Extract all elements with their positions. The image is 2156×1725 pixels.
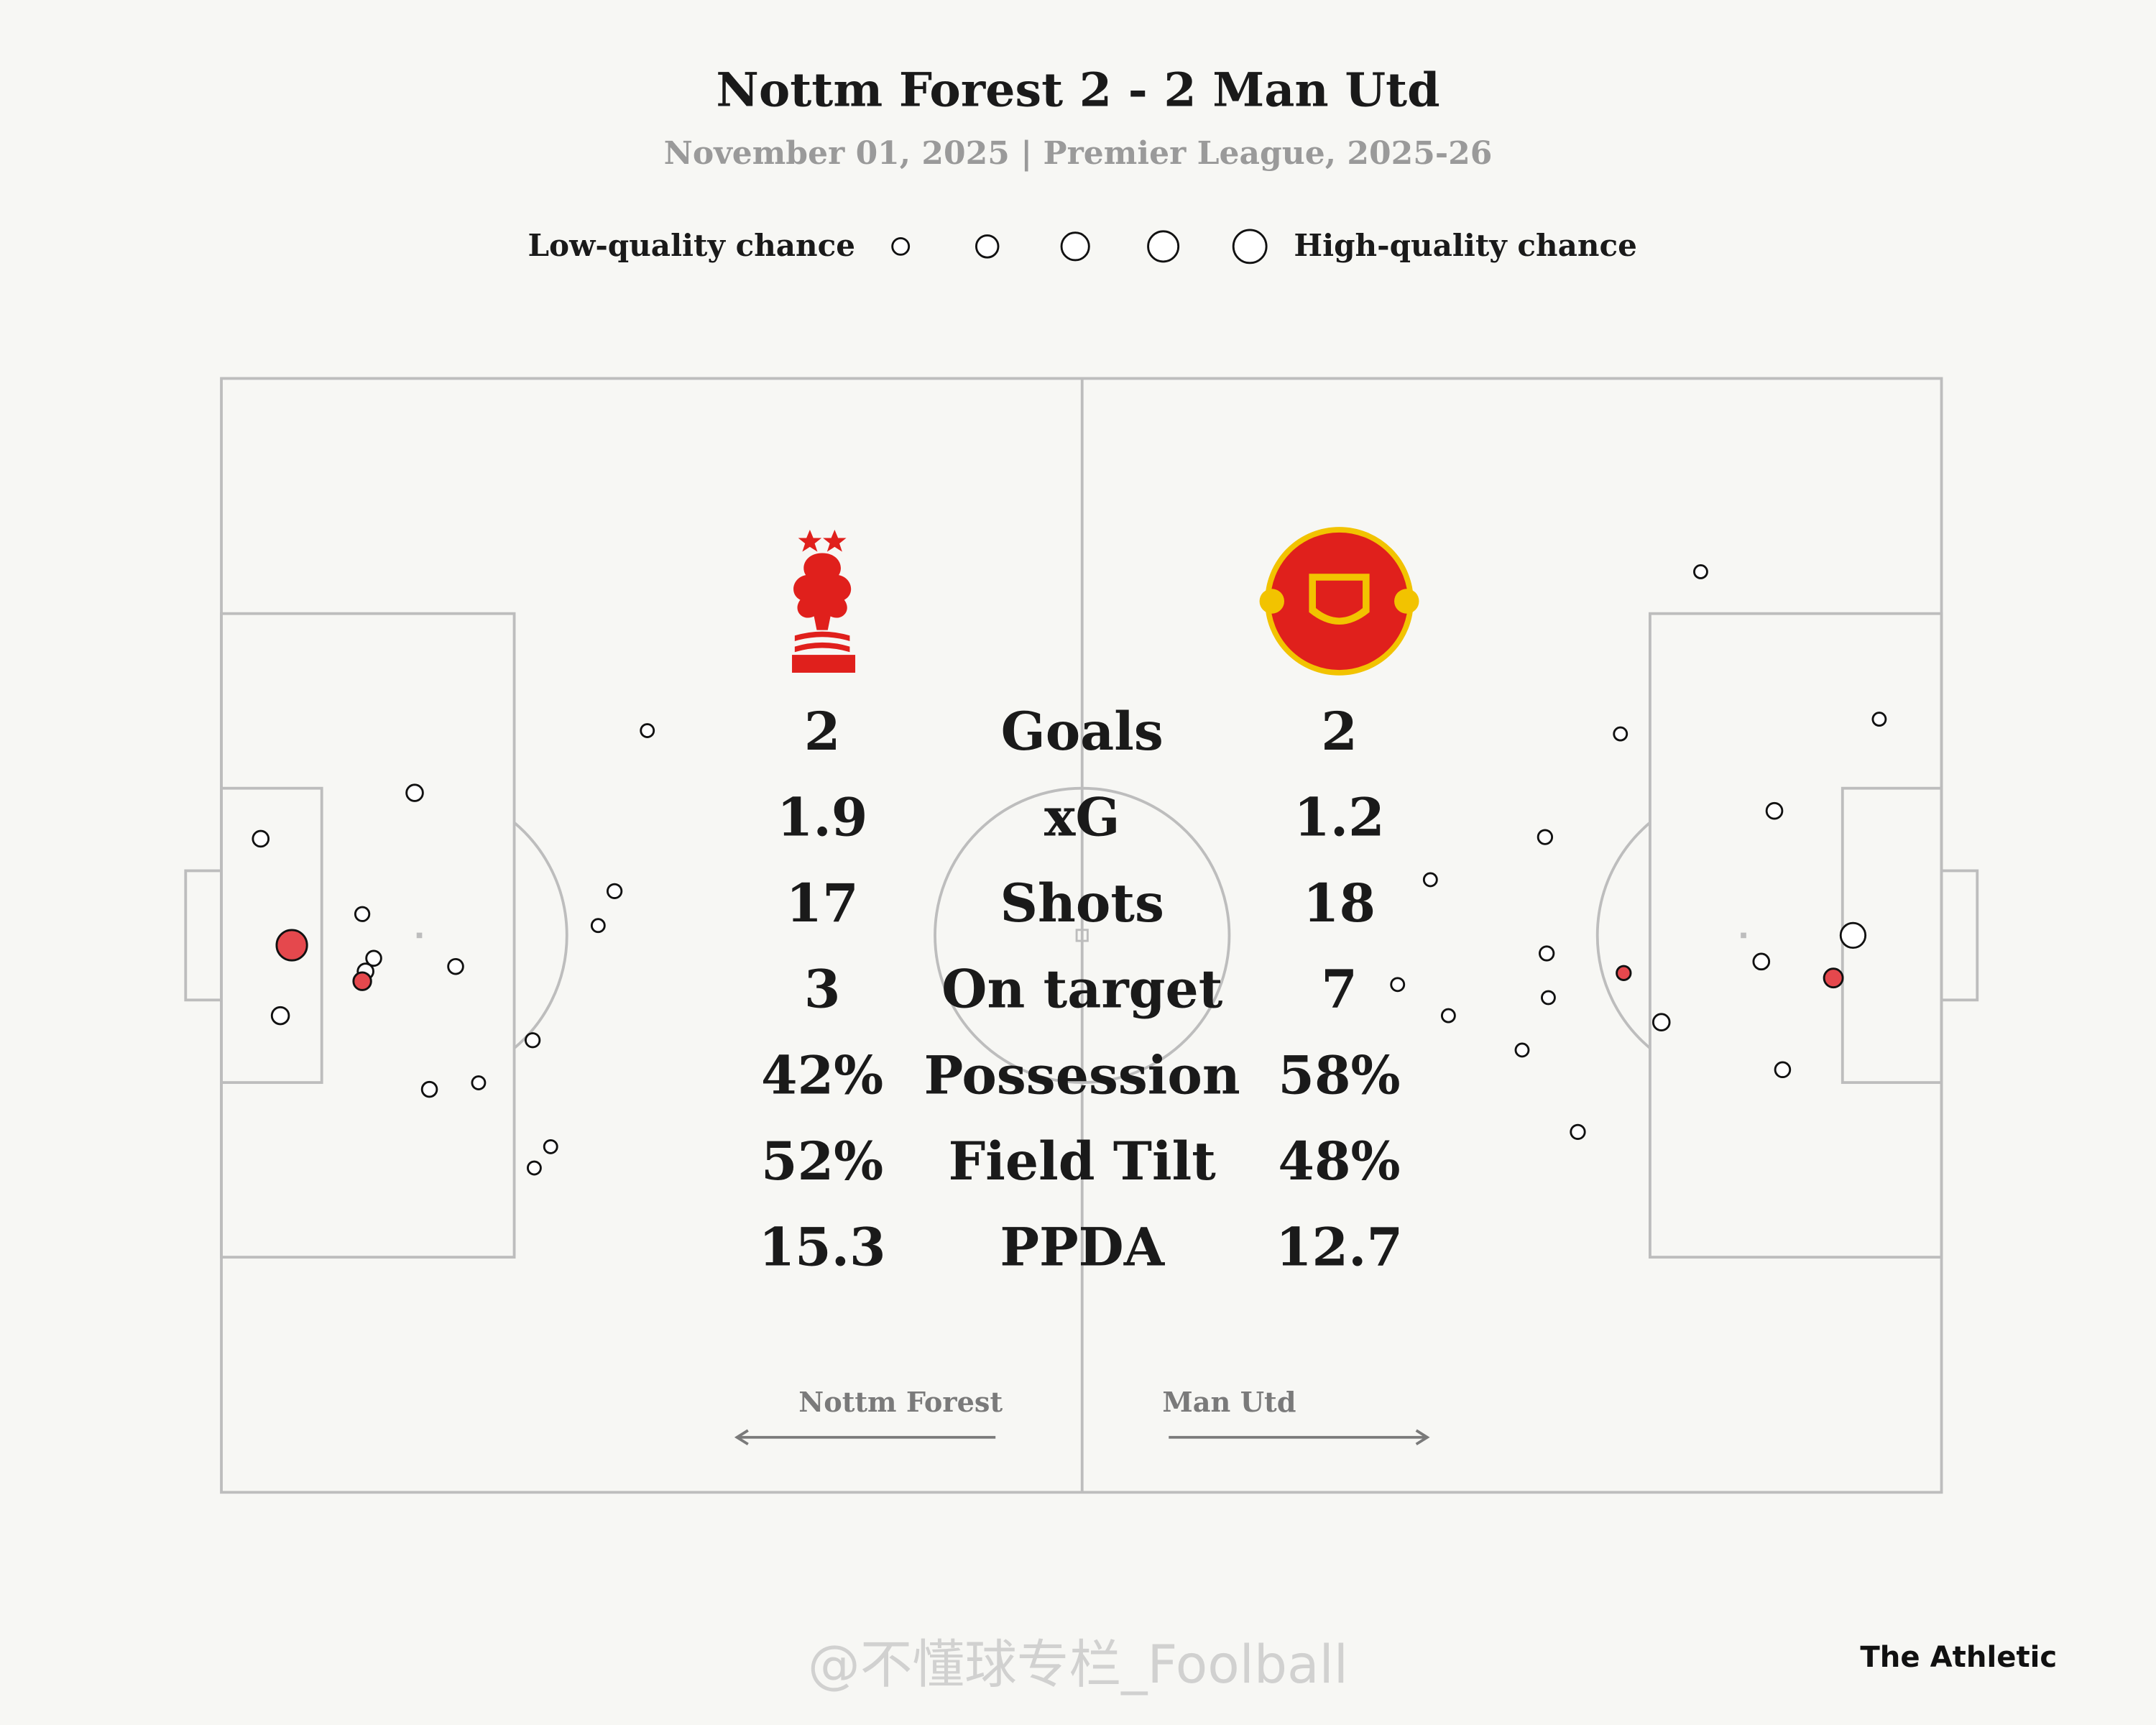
subtitle: November 01, 2025 | Premier League, 2025…: [664, 135, 1493, 172]
home-stat: 3: [804, 960, 841, 1021]
brand: The Athletic: [1860, 1641, 2057, 1674]
home-stat: 15.3: [759, 1217, 886, 1278]
stat-label: Field Tilt: [949, 1131, 1217, 1192]
legend-circle: [975, 234, 1000, 259]
penalty-spot: [1741, 932, 1746, 939]
goal: [1940, 869, 1979, 1002]
goal: [184, 869, 223, 1002]
united-crest: [1259, 527, 1419, 676]
shot: [471, 1075, 487, 1090]
shots: [252, 564, 1887, 1176]
stat-label: Possession: [924, 1045, 1240, 1106]
away-stat: 12.7: [1276, 1217, 1403, 1278]
home-stat: 2: [804, 702, 841, 763]
shot: [420, 1080, 438, 1098]
forest-crest: [792, 529, 856, 673]
stars: [798, 529, 847, 552]
home-stat: 52%: [761, 1131, 883, 1192]
arrow: [1169, 1429, 1430, 1445]
watermark: @不懂球专栏_Foolball: [808, 1635, 1348, 1696]
shot: [1765, 801, 1784, 820]
shot: [275, 929, 308, 962]
shot: [606, 883, 623, 900]
shield-inner: [1315, 580, 1363, 618]
arrow: [734, 1429, 996, 1445]
shot: [270, 1006, 290, 1026]
stat-label: Goals: [1001, 702, 1164, 763]
shot: [640, 723, 655, 738]
shot: [1514, 1042, 1530, 1058]
wordmark: [792, 655, 856, 673]
river: [794, 631, 850, 653]
legend-circle: [1147, 230, 1180, 263]
shot: [354, 906, 371, 922]
legend-circle: [1232, 229, 1268, 264]
away-stat: 18: [1303, 873, 1376, 934]
penalty-spot: [416, 932, 423, 939]
stat-label: xG: [1044, 788, 1120, 849]
title: Nottm Forest 2 - 2 Man Utd: [716, 63, 1439, 117]
direction-labels: Nottm Forest Man Utd: [734, 1386, 1430, 1445]
shot: [1539, 945, 1555, 962]
away-stat: 1.2: [1294, 788, 1384, 849]
shot: [524, 1032, 541, 1049]
penalty-arc: [513, 822, 568, 1049]
center-circle: [934, 786, 1231, 1085]
shot: [1839, 921, 1867, 949]
legend: Low-quality chance High-quality chance: [528, 227, 1637, 264]
stat-label: On target: [941, 960, 1223, 1021]
shot: [1651, 1013, 1671, 1031]
pitch: [184, 377, 1979, 1494]
away-stat: 7: [1321, 960, 1358, 1021]
shot: [1422, 872, 1438, 888]
shot: [543, 1138, 558, 1154]
shot: [1570, 1123, 1586, 1141]
shot: [1440, 1008, 1456, 1024]
team-label: Man Utd: [1162, 1386, 1296, 1419]
stats-table: 2 Goals 2 1.9 xG 1.2 17 Shots 18 3 On target 7 42% Po…: [759, 702, 1403, 1278]
shot: [1693, 564, 1708, 579]
shot: [365, 949, 382, 967]
ball: [1394, 589, 1419, 614]
shot: [447, 957, 464, 975]
shot: [352, 971, 372, 991]
shot: [1613, 726, 1628, 742]
shot: [1537, 829, 1554, 845]
shot: [405, 783, 424, 802]
home-stat: 1.9: [777, 788, 867, 849]
shot: [590, 918, 606, 934]
shot: [1774, 1061, 1792, 1079]
ball: [1259, 589, 1284, 614]
legend-high: High-quality chance: [1294, 227, 1636, 263]
shot: [1823, 967, 1844, 989]
stat-label: Shots: [1000, 873, 1164, 934]
shot: [1541, 990, 1556, 1006]
center-spot: [1075, 929, 1089, 942]
away-stat: 2: [1321, 702, 1358, 763]
stat-label: PPDA: [1000, 1217, 1165, 1278]
team-label: Nottm Forest: [798, 1386, 1003, 1419]
home-stat: 42%: [761, 1045, 883, 1106]
legend-circle: [1060, 231, 1090, 262]
shot: [1871, 712, 1887, 727]
legend-low: Low-quality chance: [528, 227, 855, 263]
penalty-arc: [1595, 822, 1651, 1049]
shot: [1390, 977, 1406, 993]
shot: [527, 1160, 542, 1176]
shot: [1752, 952, 1771, 971]
home-stat: 17: [786, 873, 859, 934]
away-stat: 48%: [1278, 1131, 1400, 1192]
away-stat: 58%: [1278, 1045, 1400, 1106]
tree: [793, 553, 852, 630]
shot: [252, 829, 270, 848]
legend-circle: [891, 236, 911, 256]
shot: [1616, 965, 1632, 981]
